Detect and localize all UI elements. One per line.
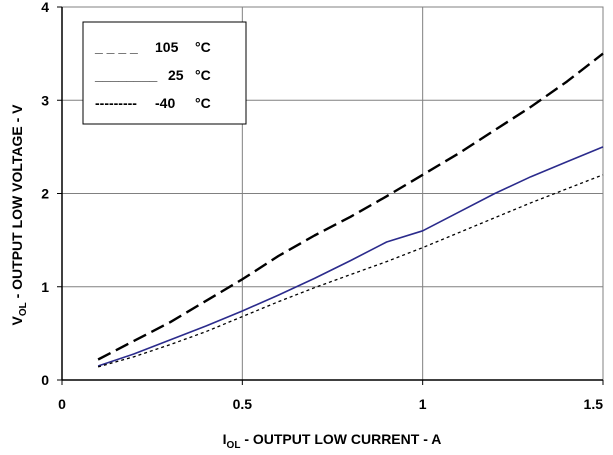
legend-line-105: _ _ _ _ (94, 39, 138, 55)
legend-line-minus40: --------- (95, 95, 137, 111)
legend-unit-25: °C (195, 67, 211, 83)
y-tick-label: 4 (41, 0, 49, 15)
series-line-1 (97, 146, 604, 367)
legend: _ _ _ _ 105 °C ________ 25 °C --------- … (82, 21, 247, 125)
y-axis-title-sub: OL (18, 302, 29, 316)
x-tick-label: 0 (58, 396, 66, 412)
x-tick-label: 1 (419, 396, 427, 412)
y-tick-label: 0 (41, 372, 49, 388)
axes: 0 0.5 1 1.5 0 1 2 3 4 (41, 0, 604, 412)
y-tick-label: 3 (41, 92, 49, 108)
y-tick-label: 1 (41, 279, 49, 295)
series-line-0 (97, 52, 604, 361)
series-layer (97, 52, 604, 368)
x-axis-title-sub: OL (227, 440, 241, 451)
x-tick-label: 0.5 (233, 396, 253, 412)
y-tick-label: 2 (41, 186, 49, 202)
legend-value-minus40: -40 (155, 95, 175, 111)
series-line-2 (97, 174, 604, 368)
x-axis-title-main: I (223, 431, 227, 447)
y-axis-title-rest: - OUTPUT LOW VOLTAGE - V (9, 104, 25, 302)
x-axis-title-rest: - OUTPUT LOW CURRENT - A (240, 431, 441, 447)
x-axis-title: IOL - OUTPUT LOW CURRENT - A (223, 431, 442, 451)
legend-line-25: ________ (94, 67, 158, 83)
y-axis-title: VOL - OUTPUT LOW VOLTAGE - V (9, 104, 29, 326)
legend-unit-minus40: °C (195, 95, 211, 111)
x-tick-label: 1.5 (584, 396, 604, 412)
legend-box (82, 21, 247, 125)
legend-unit-105: °C (195, 39, 211, 55)
legend-value-105: 105 (155, 39, 179, 55)
y-axis-title-main: V (9, 316, 25, 326)
legend-value-25: 25 (168, 67, 184, 83)
